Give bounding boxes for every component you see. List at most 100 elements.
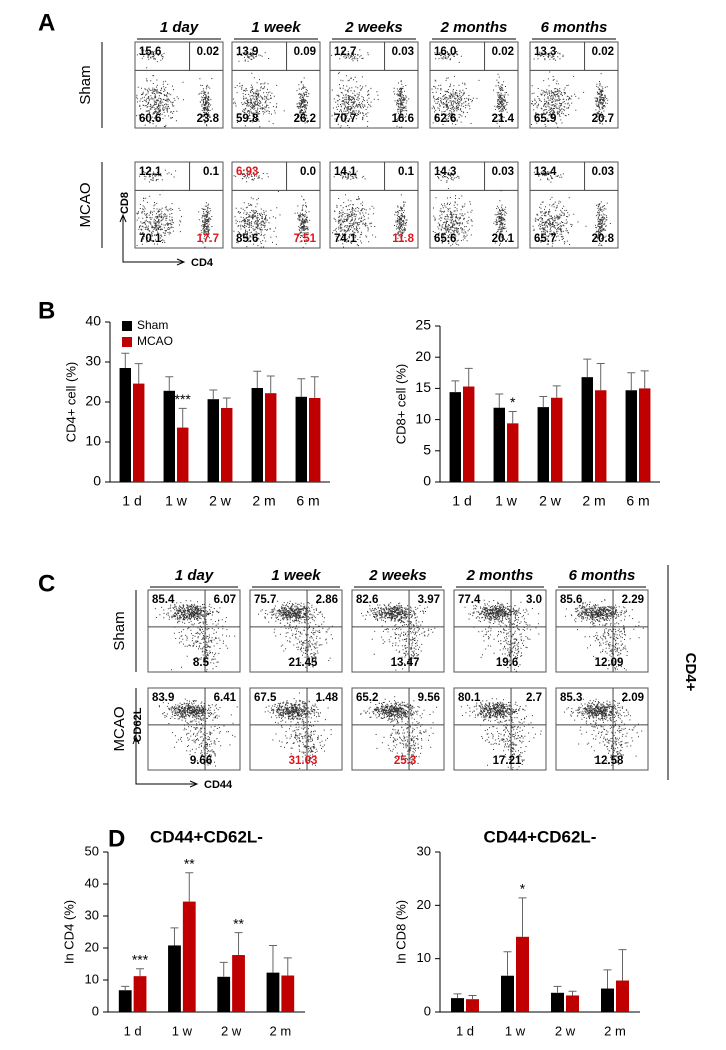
bar xyxy=(168,945,181,1012)
quadrant-value: 16.6 xyxy=(392,113,414,125)
bar xyxy=(507,423,519,482)
bar xyxy=(501,975,514,1012)
error-bar xyxy=(553,985,562,993)
bar xyxy=(639,388,651,482)
x-axis-label: CD44 xyxy=(204,779,233,791)
error-bar xyxy=(268,944,277,973)
bar xyxy=(463,386,475,482)
bar xyxy=(251,388,263,482)
error-bar xyxy=(310,376,319,398)
x-tick-label: 1 d xyxy=(456,1023,474,1038)
panel-letter: D xyxy=(108,825,125,852)
quadrant-value: 13.47 xyxy=(391,657,420,669)
quadrant-value: 31.03 xyxy=(289,755,318,767)
error-bar xyxy=(209,389,218,400)
column-header: 6 months xyxy=(569,567,636,584)
legend-swatch xyxy=(122,321,132,331)
chart-title: CD44+CD62L- xyxy=(150,827,263,846)
quadrant-value: 12.1 xyxy=(139,166,162,178)
y-tick-label: 10 xyxy=(85,433,101,449)
dot-cloud xyxy=(360,696,438,766)
plot-frame xyxy=(453,687,547,771)
error-bar xyxy=(266,375,275,394)
quadrant-value: 7.51 xyxy=(294,233,317,245)
y-tick-label: 10 xyxy=(85,971,99,986)
y-tick-label: 30 xyxy=(85,353,101,369)
dot-cloud xyxy=(431,51,509,127)
error-bar xyxy=(552,385,561,398)
quadrant-value: 2.86 xyxy=(316,594,338,606)
quadrant-value: 9.66 xyxy=(190,755,212,767)
bar xyxy=(232,955,245,1012)
bar xyxy=(265,393,277,482)
row-label: Sham xyxy=(111,611,128,650)
x-tick-label: 2 w xyxy=(209,493,232,509)
bar xyxy=(449,392,461,482)
column-header: 1 week xyxy=(251,19,301,36)
axis-arrow xyxy=(122,216,183,263)
quadrant-value: 0.03 xyxy=(392,46,414,58)
bar xyxy=(566,995,579,1012)
error-bar xyxy=(583,358,592,378)
error-bar xyxy=(627,372,636,391)
significance-label: *** xyxy=(175,391,192,407)
y-tick-label: 10 xyxy=(417,950,431,965)
bar xyxy=(281,975,295,1012)
x-tick-label: 2 w xyxy=(539,493,562,509)
quadrant-value: 12.58 xyxy=(595,755,624,767)
column-header: 2 months xyxy=(466,567,534,584)
quadrant-value: 85.4 xyxy=(152,594,175,606)
side-label: CD4+ xyxy=(682,653,699,692)
error-bar xyxy=(603,969,612,989)
quadrant-value: 75.7 xyxy=(254,594,276,606)
y-tick-label: 0 xyxy=(423,473,431,489)
x-tick-label: 2 w xyxy=(221,1023,242,1038)
y-axis-label: In CD8 (%) xyxy=(393,900,408,964)
error-bar xyxy=(618,949,627,981)
significance-label: ** xyxy=(184,856,195,872)
quadrant-value: 70.1 xyxy=(139,233,162,245)
error-bar xyxy=(134,363,143,384)
bar xyxy=(177,427,189,482)
error-bar xyxy=(464,367,473,387)
error-bar xyxy=(234,932,243,956)
quadrant-value: 77.4 xyxy=(458,594,481,606)
quadrant-value: 6.07 xyxy=(214,594,236,606)
dot-cloud xyxy=(232,46,310,128)
column-header: 2 weeks xyxy=(368,567,427,584)
x-tick-label: 1 w xyxy=(505,1023,526,1038)
quadrant-value: 83.9 xyxy=(152,692,174,704)
y-tick-label: 20 xyxy=(85,393,101,409)
plot-frame xyxy=(249,687,343,771)
significance-label: * xyxy=(510,394,516,410)
dot-cloud xyxy=(361,602,436,671)
quadrant-value: 12.09 xyxy=(595,657,624,669)
quadrant-value: 85.6 xyxy=(236,233,258,245)
column-header: 2 weeks xyxy=(344,19,403,36)
quadrant-value: 11.8 xyxy=(392,233,414,245)
arrow-head xyxy=(176,258,186,266)
bar xyxy=(625,390,637,482)
y-tick-label: 30 xyxy=(417,843,431,858)
x-tick-label: 1 d xyxy=(452,493,471,509)
error-bar xyxy=(136,968,145,977)
quadrant-value: 20.1 xyxy=(492,233,515,245)
column-header: 2 months xyxy=(440,19,508,36)
quadrant-value: 6.41 xyxy=(214,692,237,704)
bar xyxy=(551,397,563,482)
quadrant-value: 65.7 xyxy=(534,233,556,245)
quadrant-value: 0.1 xyxy=(398,166,415,178)
y-axis-label: CD4+ cell (%) xyxy=(63,362,78,443)
quadrant-value: 0.02 xyxy=(492,46,514,58)
column-header: 1 day xyxy=(160,19,199,36)
error-bar xyxy=(170,927,179,946)
row-label: MCAO xyxy=(77,183,94,228)
quadrant-value: 85.6 xyxy=(560,594,582,606)
bar xyxy=(595,390,607,482)
quadrant-value: 80.1 xyxy=(458,692,481,704)
error-bar xyxy=(451,380,460,393)
plot-frame xyxy=(529,161,619,249)
quadrant-value: 17.21 xyxy=(493,755,522,767)
quadrant-value: 14.3 xyxy=(434,166,456,178)
plot-frame xyxy=(453,589,547,673)
